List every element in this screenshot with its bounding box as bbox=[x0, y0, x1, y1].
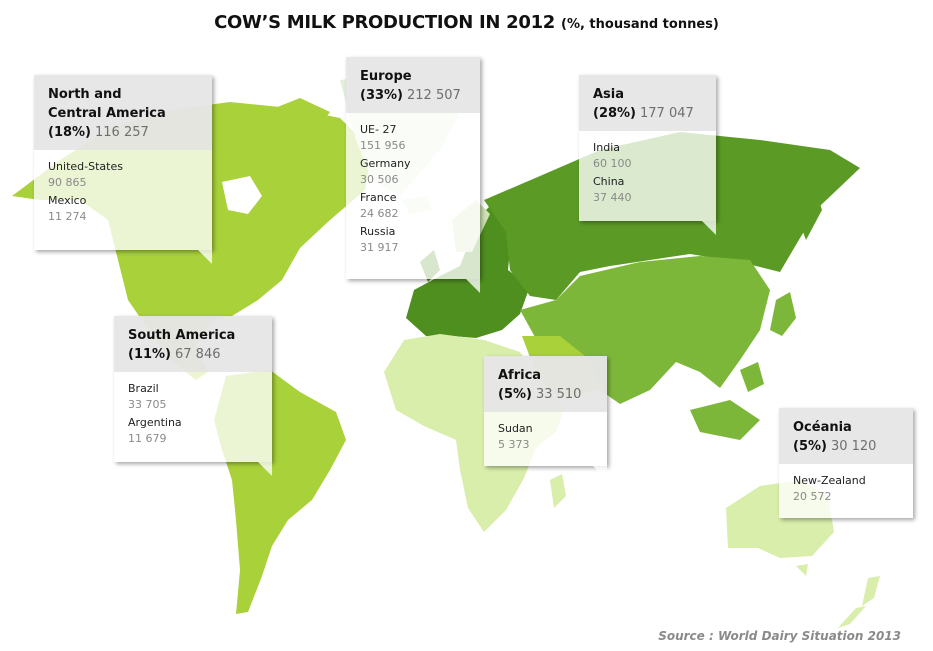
arctic-islands-shape bbox=[250, 98, 330, 142]
callout-pointer bbox=[258, 462, 272, 476]
region-pct: (18%) bbox=[48, 125, 91, 140]
region-name: South America bbox=[128, 328, 236, 343]
list-item: Brazil 33 705 bbox=[128, 382, 167, 411]
region-name: Océania bbox=[793, 420, 852, 435]
region-pct: (11%) bbox=[128, 347, 171, 362]
region-amount: 33 510 bbox=[535, 387, 582, 402]
new-zealand-shape bbox=[838, 576, 880, 628]
chart-title: COW’S MILK PRODUCTION IN 2012 (%, thousa… bbox=[0, 12, 933, 33]
region-name: North and Central America bbox=[48, 87, 166, 121]
list-item: New-Zealand 20 572 bbox=[793, 474, 866, 503]
region-card-south-america: South America (11%) 67 846 Brazil 33 705 … bbox=[114, 316, 272, 476]
region-amount: 212 507 bbox=[407, 88, 461, 103]
callout-pointer bbox=[466, 279, 480, 293]
callout-pointer bbox=[198, 250, 212, 264]
list-item: UE- 27 151 956 bbox=[360, 123, 406, 152]
region-card-europe: Europe (33%) 212 507 UE- 27 151 956 Germa… bbox=[346, 57, 480, 293]
list-item: Sudan 5 373 bbox=[498, 422, 533, 451]
region-amount: 116 257 bbox=[95, 125, 149, 140]
region-pct: (5%) bbox=[498, 387, 532, 402]
list-item: Russia 31 917 bbox=[360, 225, 399, 254]
region-card-africa: Africa (5%) 33 510 Sudan 5 373 bbox=[484, 356, 607, 480]
region-card-asia: Asia (28%) 177 047 India 60 100 China 37 … bbox=[579, 75, 716, 235]
list-item: Argentina 11 679 bbox=[128, 416, 182, 445]
title-main: COW’S MILK PRODUCTION IN 2012 bbox=[214, 12, 556, 33]
callout-pointer bbox=[702, 221, 716, 235]
region-name: Asia bbox=[593, 87, 625, 102]
callout-pointer bbox=[593, 466, 607, 480]
region-amount: 67 846 bbox=[175, 347, 221, 362]
region-card-oceania: Océania (5%) 30 120 New-Zealand 20 572 bbox=[779, 408, 913, 518]
list-item: Germany 30 506 bbox=[360, 157, 411, 186]
region-amount: 30 120 bbox=[830, 439, 877, 454]
list-item: China 37 440 bbox=[593, 175, 632, 204]
region-pct: (33%) bbox=[360, 88, 403, 103]
source-note: Source : World Dairy Situation 2013 bbox=[658, 629, 901, 643]
region-name: Europe bbox=[360, 69, 412, 84]
region-amount: 177 047 bbox=[640, 106, 694, 121]
list-item: India 60 100 bbox=[593, 141, 632, 170]
list-item: France 24 682 bbox=[360, 191, 399, 220]
region-pct: (28%) bbox=[593, 106, 636, 121]
list-item: Mexico 11 274 bbox=[48, 194, 87, 223]
region-name: Africa bbox=[498, 368, 542, 383]
region-pct: (5%) bbox=[793, 439, 827, 454]
title-sub: (%, thousand tonnes) bbox=[561, 17, 719, 32]
region-card-north-america: North and Central America (18%) 116 257 U… bbox=[34, 75, 212, 264]
list-item: United-States 90 865 bbox=[48, 160, 123, 189]
